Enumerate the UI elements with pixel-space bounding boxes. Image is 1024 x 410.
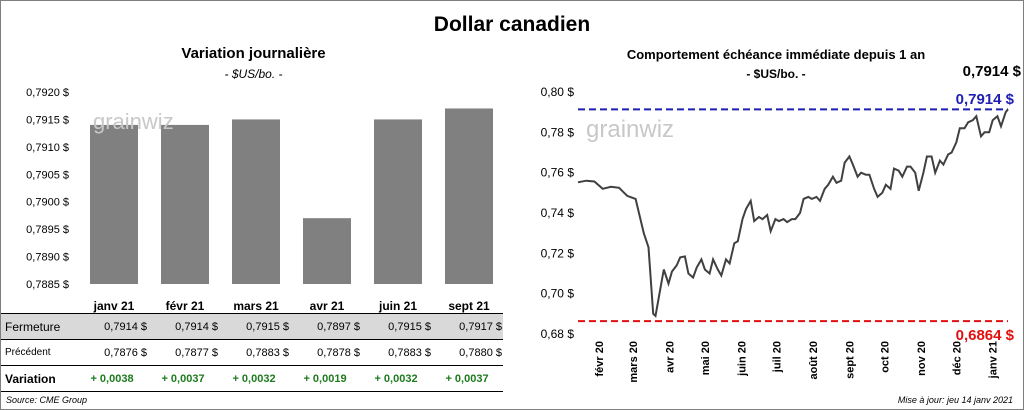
table-cell: 0,7915 $ <box>361 313 432 340</box>
bar-x-tick-label: janv 21 <box>93 299 135 313</box>
bar-y-tick-label: 0,7895 $ <box>26 224 69 236</box>
line-x-tick-label: mai 20 <box>700 341 712 375</box>
bar <box>161 124 209 284</box>
line-chart: grainwiz 0,80 $ 0,78 $ 0,76 $ 0,74 $ 0,72 $ 0… <box>541 85 1015 383</box>
bar-chart-subtitle: - $US/bo. - <box>224 67 283 81</box>
bar <box>374 119 422 284</box>
line-x-tick-label: févr 20 <box>594 341 606 376</box>
price-table: Fermeture 0,7914 $0,7914 $0,7915 $0,7897 … <box>1 313 503 392</box>
table-cell: 0,7897 $ <box>290 313 361 340</box>
bar-y-tick-label: 0,7900 $ <box>26 197 69 209</box>
table-cell: 0,7917 $ <box>432 313 503 340</box>
page-title: Dollar canadien <box>433 13 591 36</box>
row-label: Fermeture <box>1 313 77 340</box>
high-reference-label: 0,7914 $ <box>956 91 1015 108</box>
source-note: Source: CME Group <box>6 395 88 405</box>
table-cell: + 0,0019 <box>290 365 361 392</box>
bar <box>232 119 280 284</box>
table-cell: + 0,0032 <box>361 365 432 392</box>
bar-chart: 0,7920 $ 0,7915 $ 0,7910 $ 0,7905 $ 0,7900 $… <box>26 87 493 313</box>
bar-chart-title: Variation journalière <box>181 45 326 62</box>
table-cell: 0,7914 $ <box>148 313 219 340</box>
table-cell: + 0,0037 <box>148 365 219 392</box>
table-cell: 0,7914 $ <box>77 313 148 340</box>
bar-y-tick-label: 0,7910 $ <box>26 142 69 154</box>
line-x-tick-label: janv 21 <box>988 341 1000 379</box>
table-cell: 0,7876 $ <box>104 346 147 359</box>
line-chart-title: Comportement échéance immédiate depuis 1… <box>626 47 926 62</box>
line-y-tick-label: 0,70 $ <box>541 287 575 301</box>
bar-chart-watermark: grainwiz <box>93 109 174 134</box>
bar-y-tick-label: 0,7920 $ <box>26 87 69 99</box>
update-note: Mise à jour: jeu 14 janv 2021 <box>897 395 1013 405</box>
bar-x-tick-label: juin 21 <box>378 299 417 313</box>
line-y-tick-label: 0,72 $ <box>541 246 575 260</box>
table-cell: + 0,0038 <box>77 365 148 392</box>
fermeture-row: Fermeture 0,7914 $0,7914 $0,7915 $0,7897 … <box>1 313 503 340</box>
line-y-tick-label: 0,76 $ <box>541 166 575 180</box>
bar-x-tick-label: mars 21 <box>233 299 279 313</box>
line-x-tick-label: juil 20 <box>772 341 784 373</box>
table-cell: + 0,0032 <box>219 365 290 392</box>
table-cell: 0,7883 $ <box>246 346 289 359</box>
bar-y-tick-label: 0,7905 $ <box>26 169 69 181</box>
line-x-tick-label: juin 20 <box>736 341 748 377</box>
price-line <box>577 108 1009 318</box>
row-label: Variation <box>1 365 77 392</box>
table-cell: 0,7877 $ <box>175 346 218 359</box>
line-y-tick-label: 0,80 $ <box>541 85 575 99</box>
line-x-tick-label: avr 20 <box>665 341 677 373</box>
line-y-tick-label: 0,78 $ <box>541 125 575 139</box>
last-value: 0,7914 $ <box>962 63 1021 80</box>
table-cell: 0,7883 $ <box>388 346 431 359</box>
line-x-tick-label: août 20 <box>808 341 820 380</box>
table-cell: + 0,0037 <box>432 365 503 392</box>
bar-x-tick-label: févr 21 <box>166 299 205 313</box>
line-x-tick-label: sept 20 <box>844 341 856 379</box>
line-x-tick-label: déc 20 <box>951 341 963 375</box>
bar <box>90 124 138 284</box>
bar-y-tick-label: 0,7915 $ <box>26 114 69 126</box>
bar-x-tick-label: avr 21 <box>310 299 345 313</box>
bar <box>445 108 493 284</box>
bar-y-tick-label: 0,7885 $ <box>26 279 69 291</box>
row-label: Précédent <box>5 347 51 358</box>
variation-row: Variation + 0,0038 + 0,0037 + 0,0032 + 0,001… <box>1 365 503 392</box>
bar-x-tick-label: sept 21 <box>448 299 490 313</box>
table-cell: 0,7915 $ <box>219 313 290 340</box>
table-cell: 0,7878 $ <box>317 346 360 359</box>
bar <box>303 218 351 284</box>
line-chart-subtitle: - $US/bo. - <box>746 67 806 81</box>
line-y-tick-label: 0,74 $ <box>541 206 575 220</box>
line-y-tick-label: 0,68 $ <box>541 327 575 341</box>
line-x-tick-label: oct 20 <box>880 341 892 373</box>
table-cell: 0,7880 $ <box>459 346 502 359</box>
low-reference-label: 0,6864 $ <box>956 327 1015 344</box>
precedent-row: Précédent 0,7876 $ 0,7877 $ 0,7883 $ 0,7878 … <box>1 340 503 366</box>
bar-y-tick-label: 0,7890 $ <box>26 252 69 264</box>
line-x-tick-label: nov 20 <box>916 341 928 376</box>
line-x-tick-label: mars 20 <box>628 341 640 383</box>
line-chart-watermark: grainwiz <box>586 116 674 143</box>
